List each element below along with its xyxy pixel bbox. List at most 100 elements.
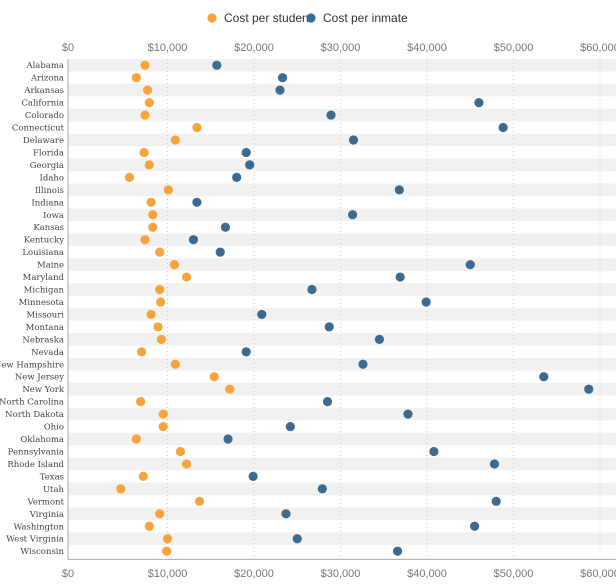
inmate-cost-dot — [275, 85, 285, 95]
state-label: Indiana — [31, 198, 64, 208]
state-label: Georgia — [30, 161, 64, 171]
row-stripe — [68, 358, 616, 371]
state-label: Colorado — [25, 111, 64, 121]
student-cost-dot — [138, 471, 148, 482]
row-stripe — [68, 482, 616, 496]
inmate-cost-dot — [220, 222, 231, 232]
student-cost-dot — [158, 421, 168, 432]
student-cost-dot — [124, 172, 135, 182]
student-cost-dot — [162, 534, 173, 544]
x-tick-label-bottom: $30,000 — [321, 568, 361, 580]
inmate-cost-dot — [348, 135, 359, 145]
x-tick-label-bottom: $40,000 — [407, 568, 447, 580]
student-cost-dot — [181, 459, 192, 469]
x-tick-label-top: $30,000 — [321, 42, 361, 54]
state-label: Alabama — [25, 61, 64, 71]
state-label: Louisiana — [22, 248, 64, 258]
state-label: Nebraska — [22, 335, 64, 345]
state-label: Missouri — [26, 310, 64, 320]
student-cost-dot — [170, 135, 180, 145]
inmate-cost-dot — [429, 446, 439, 457]
row-stripe — [68, 333, 616, 346]
state-label: Kentucky — [24, 236, 64, 246]
x-tick-label-bottom: $10,000 — [148, 568, 188, 580]
student-cost-dot — [192, 122, 202, 133]
student-cost-dot — [209, 372, 219, 382]
x-tick-label-bottom: $60,000 — [580, 568, 616, 580]
student-cost-dot — [155, 509, 165, 519]
state-label: Iowa — [43, 211, 64, 221]
row-stripe — [68, 158, 616, 172]
state-label: Texas — [40, 472, 64, 482]
row-stripe — [68, 382, 616, 396]
inmate-cost-dot — [245, 160, 255, 170]
row-stripe — [68, 183, 616, 197]
state-label: Delaware — [23, 136, 64, 146]
inmate-cost-dot — [584, 384, 594, 394]
state-label: Arizona — [30, 74, 64, 84]
student-cost-dot — [169, 259, 180, 270]
student-cost-dot — [155, 297, 166, 307]
state-label: North Carolina — [0, 398, 64, 408]
state-label: Idaho — [40, 173, 64, 183]
inmate-cost-dot — [307, 284, 317, 295]
inmate-cost-dot — [241, 147, 251, 158]
row-stripe — [68, 407, 616, 421]
inmate-cost-dot — [403, 409, 413, 419]
state-label: Kansas — [33, 223, 64, 233]
row-stripe — [68, 532, 616, 545]
student-cost-dot — [148, 222, 158, 232]
inmate-cost-dot — [465, 259, 475, 270]
x-tick-label-bottom: $50,000 — [494, 568, 534, 580]
student-cost-dot — [144, 521, 154, 531]
inmate-cost-dot — [212, 60, 222, 70]
inmate-cost-dot — [322, 397, 333, 407]
legend-marker — [306, 13, 316, 23]
student-cost-dot — [144, 98, 154, 108]
inmate-cost-dot — [277, 73, 288, 83]
student-cost-dot — [140, 110, 150, 120]
student-cost-dot — [170, 359, 180, 369]
state-label: Montana — [26, 323, 64, 333]
inmate-cost-dot — [395, 272, 405, 282]
inmate-cost-dot — [348, 210, 358, 220]
state-label: Maine — [37, 261, 64, 271]
student-cost-dot — [140, 60, 150, 70]
inmate-cost-dot — [392, 546, 403, 556]
student-cost-dot — [116, 484, 126, 494]
row-stripe — [68, 83, 616, 97]
inmate-cost-dot — [489, 459, 500, 469]
row-stripe — [68, 258, 616, 271]
state-label: Utah — [43, 485, 65, 495]
x-tick-label-bottom: $20,000 — [234, 568, 274, 580]
inmate-cost-dot — [324, 322, 334, 332]
inmate-cost-dot — [539, 372, 549, 382]
legend-label: Cost per student — [224, 11, 313, 25]
student-cost-dot — [146, 309, 156, 320]
student-cost-dot — [144, 160, 154, 170]
inmate-cost-dot — [317, 484, 327, 494]
student-cost-dot — [146, 197, 156, 207]
state-label: West Virginia — [6, 535, 64, 545]
student-cost-dot — [143, 85, 153, 95]
legend-marker — [207, 13, 217, 23]
student-cost-dot — [155, 284, 165, 295]
x-tick-label-top: $60,000 — [580, 42, 616, 54]
student-cost-dot — [148, 210, 158, 220]
state-label: Maryland — [23, 273, 65, 283]
row-stripe — [68, 283, 616, 296]
x-tick-label-top: $50,000 — [494, 42, 534, 54]
inmate-cost-dot — [358, 359, 368, 369]
inmate-cost-dot — [248, 471, 258, 482]
state-label: Wisconsin — [20, 547, 64, 557]
student-cost-dot — [158, 409, 168, 419]
state-label: New Hampshire — [0, 360, 64, 370]
state-label: Nevada — [31, 348, 64, 358]
state-label: Vermont — [26, 497, 64, 507]
inmate-cost-dot — [394, 185, 404, 195]
x-tick-label-bottom: $0 — [62, 568, 74, 580]
state-label: Rhode Island — [7, 460, 64, 470]
inmate-cost-dot — [292, 534, 302, 544]
row-stripe — [68, 59, 616, 72]
